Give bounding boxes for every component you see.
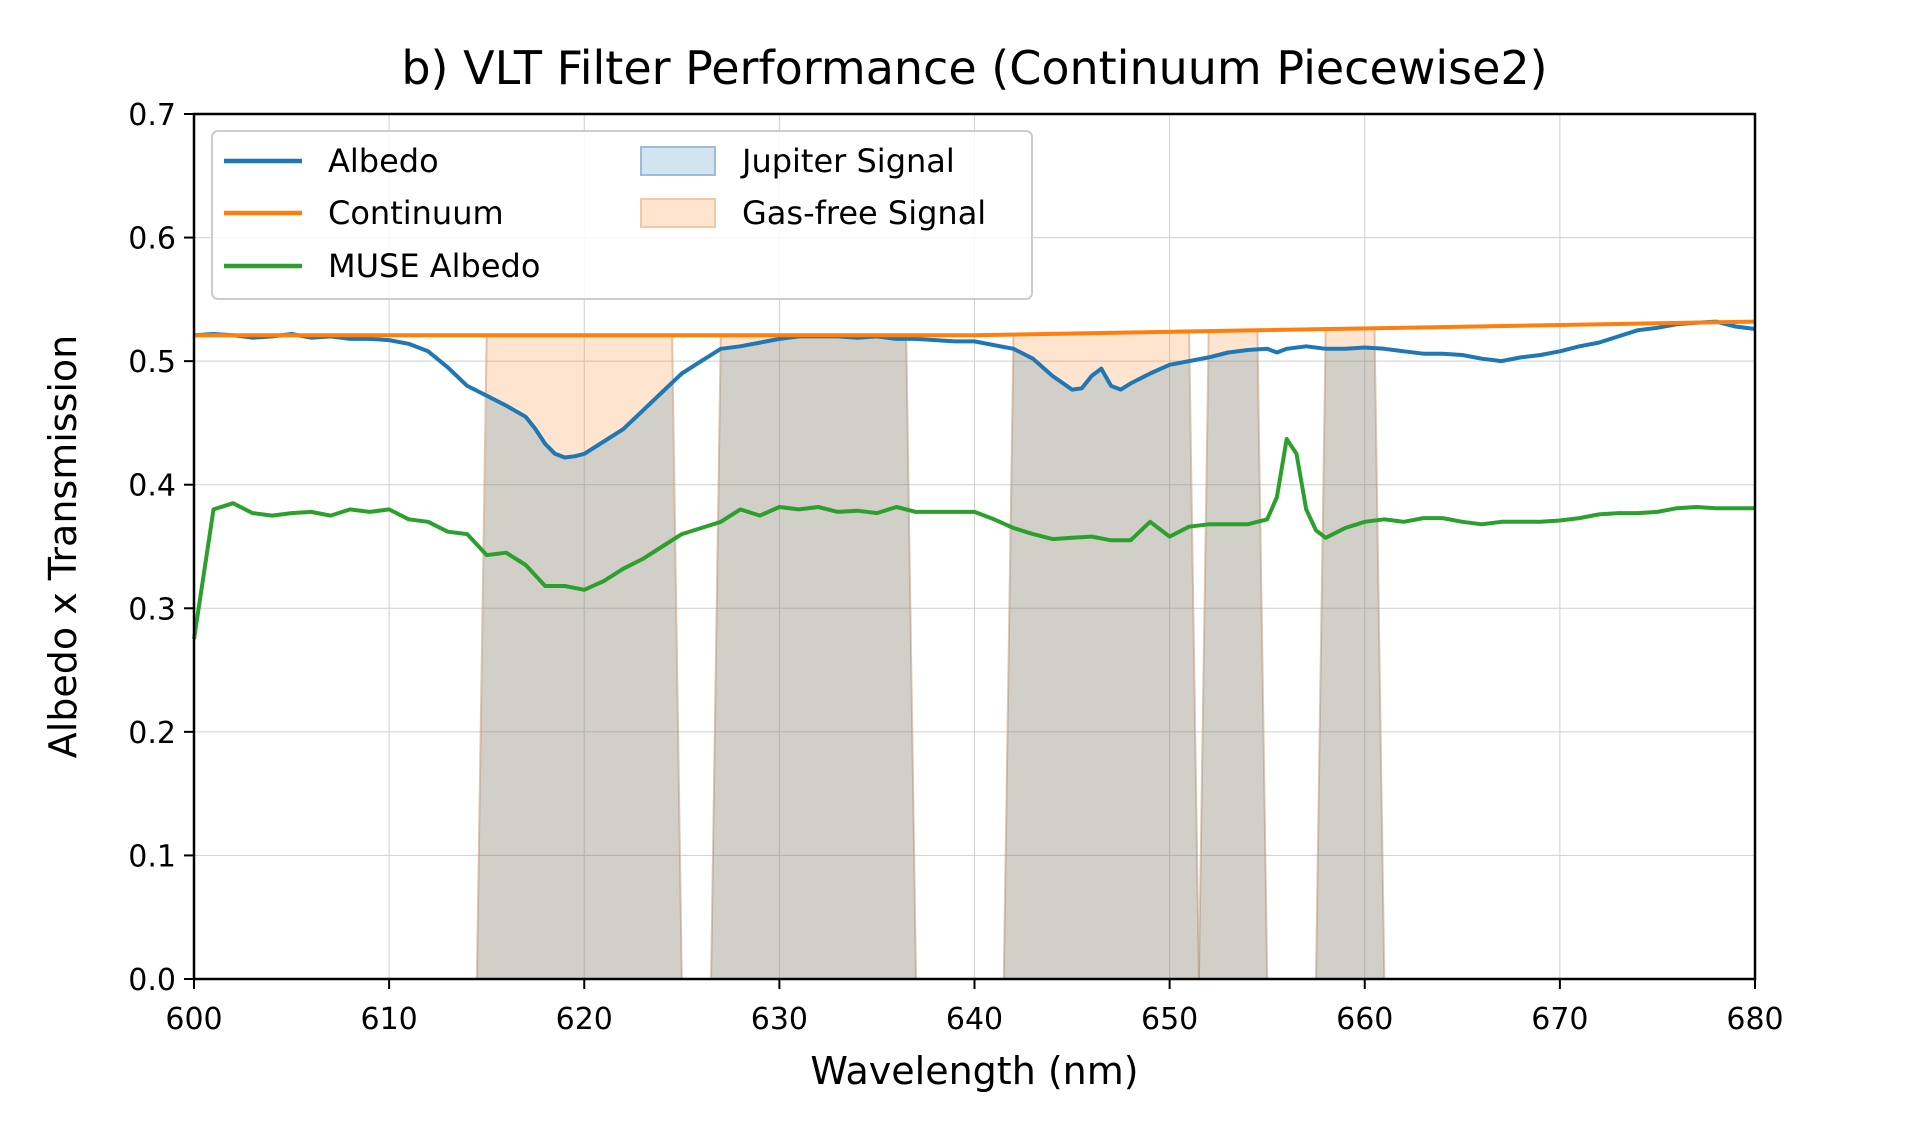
filter-bands [475,327,1386,980]
x-tick-label: 680 [1726,1002,1783,1037]
y-tick-label: 0.2 [128,716,176,751]
x-tick-label: 640 [946,1002,1003,1037]
y-axis-label: Albedo x Transmission [41,335,85,759]
y-tick-label: 0.7 [128,98,176,133]
x-tick-label: 630 [751,1002,808,1037]
series-lines [192,319,1756,640]
legend-gas-free-signal-swatch [640,198,716,228]
y-tick-label: 0.4 [128,469,176,504]
axis-ticks: 600 610 620 630 640 650 660 670 680 0.0 0.1 0.2 0.3 0… [128,98,1783,1037]
x-tick-label: 660 [1336,1002,1393,1037]
muse-albedo-line [192,437,1755,640]
jupiter-signal-band [1316,347,1385,979]
legend-box [211,130,1033,300]
x-axis-label: Wavelength (nm) [810,1049,1138,1093]
x-tick-label: 600 [165,1002,222,1037]
y-tick-label: 0.3 [128,592,176,627]
x-tick-label: 650 [1141,1002,1198,1037]
legend: Albedo Continuum MUSE Albedo Jupiter Signal… [211,130,1033,300]
y-tick-label: 0.0 [128,963,176,998]
jupiter-signal-band [1198,349,1268,979]
legend-continuum-label: Continuum [328,194,504,232]
legend-gas-free-signal-label: Gas-free Signal [742,194,986,232]
chart-title: b) VLT Filter Performance (Continuum Pie… [401,41,1547,95]
x-tick-label: 610 [360,1002,417,1037]
y-tick-label: 0.6 [128,222,176,257]
y-tick-label: 0.5 [128,345,176,380]
legend-jupiter-signal-swatch [640,146,716,176]
legend-albedo-label: Albedo [328,142,439,180]
jupiter-signal-band [711,336,916,979]
legend-muse-albedo-label: MUSE Albedo [328,247,540,285]
jupiter-signal-band [476,382,682,979]
continuum-line [194,319,1756,338]
y-tick-label: 0.1 [128,839,176,874]
legend-jupiter-signal-label: Jupiter Signal [740,142,955,180]
albedo-line [193,319,1756,460]
jupiter-signal-band [1003,348,1199,979]
x-tick-label: 620 [556,1002,613,1037]
x-tick-label: 670 [1531,1002,1588,1037]
